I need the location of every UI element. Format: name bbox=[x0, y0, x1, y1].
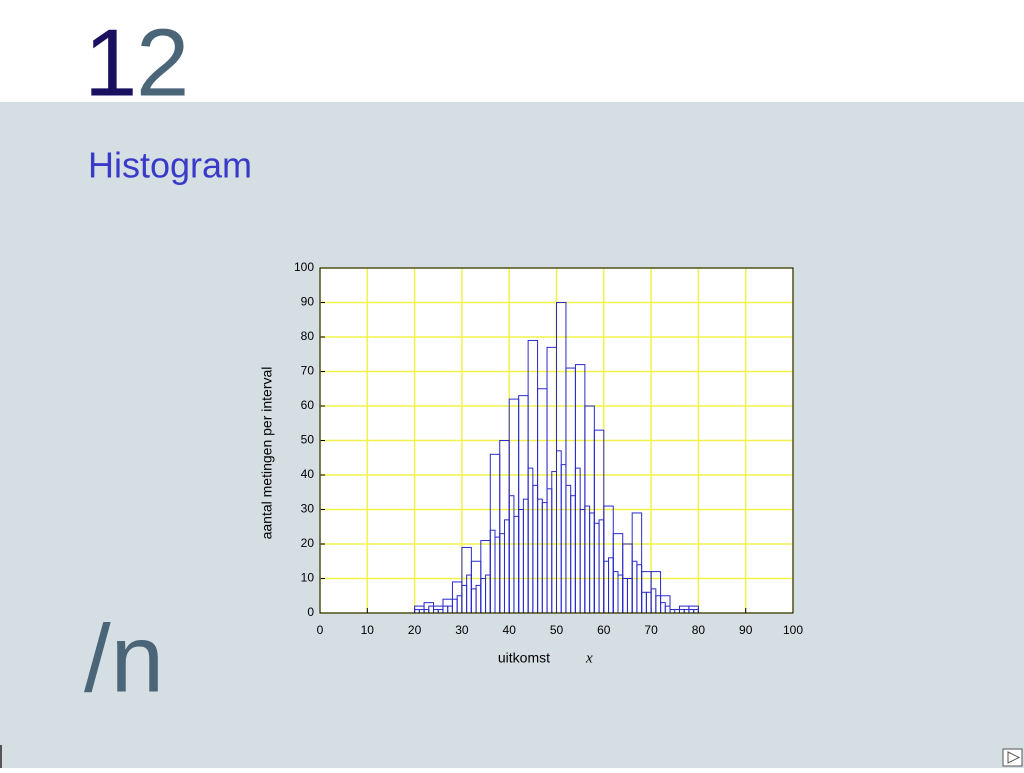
x-tick-label: 40 bbox=[503, 623, 517, 637]
x-tick-label: 10 bbox=[361, 623, 375, 637]
y-tick-label: 10 bbox=[301, 571, 315, 585]
slide-number: 1 bbox=[84, 9, 137, 116]
x-tick-label: 70 bbox=[644, 623, 658, 637]
y-axis-label: aantal metingen per interval bbox=[259, 367, 275, 540]
y-tick-label: 50 bbox=[301, 433, 315, 447]
y-tick-label: 90 bbox=[301, 295, 315, 309]
slide-footer: /n bbox=[84, 605, 164, 712]
x-tick-label: 50 bbox=[550, 623, 564, 637]
x-tick-label: 30 bbox=[455, 623, 469, 637]
y-tick-label: 30 bbox=[301, 502, 315, 516]
y-tick-label: 80 bbox=[301, 329, 315, 343]
y-tick-label: 70 bbox=[301, 364, 315, 378]
x-tick-label: 90 bbox=[739, 623, 753, 637]
x-tick-label: 60 bbox=[597, 623, 611, 637]
plot-frame bbox=[319, 267, 794, 614]
header-band bbox=[0, 0, 1024, 102]
x-tick-label: 80 bbox=[692, 623, 706, 637]
slide-number: 2 bbox=[136, 9, 189, 116]
x-axis-label: uitkomst bbox=[498, 650, 550, 666]
y-tick-label: 60 bbox=[301, 398, 315, 412]
x-axis-symbol: x bbox=[585, 650, 593, 666]
slide-title: Histogram bbox=[88, 145, 252, 186]
nav-marker bbox=[0, 745, 2, 768]
x-tick-label: 100 bbox=[783, 623, 803, 637]
y-tick-label: 0 bbox=[307, 605, 314, 619]
y-tick-label: 20 bbox=[301, 536, 315, 550]
y-tick-label: 40 bbox=[301, 467, 315, 481]
x-tick-label: 20 bbox=[408, 623, 422, 637]
next-icon[interactable] bbox=[1007, 751, 1021, 764]
x-tick-label: 0 bbox=[317, 623, 324, 637]
y-tick-label: 100 bbox=[294, 260, 314, 274]
next-button[interactable] bbox=[1002, 748, 1023, 767]
